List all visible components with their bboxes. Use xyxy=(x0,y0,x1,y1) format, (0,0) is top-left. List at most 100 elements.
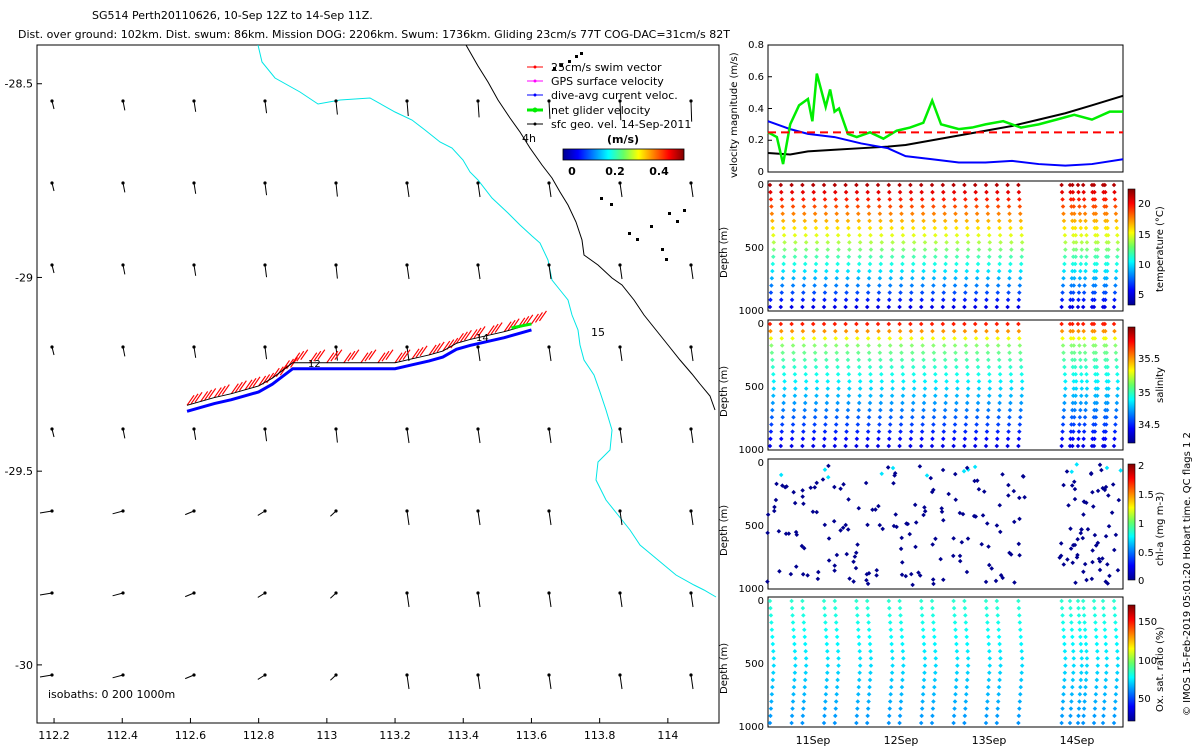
profile-point xyxy=(973,297,978,303)
profile-point xyxy=(976,386,982,391)
profile-point xyxy=(856,350,861,355)
profile-point xyxy=(1017,422,1023,427)
swim-vector xyxy=(292,352,301,364)
profile-point xyxy=(879,471,885,476)
geo-velocity-marker xyxy=(192,181,196,185)
profile-point xyxy=(996,407,1002,413)
profile-point xyxy=(780,415,785,420)
oxygen-axes-frame xyxy=(767,596,1124,728)
profile-point xyxy=(941,422,947,427)
profile-point xyxy=(1105,562,1110,567)
profile-point xyxy=(781,371,787,377)
profile-point xyxy=(887,706,893,711)
geo-velocity-vector xyxy=(39,592,53,596)
profile-point xyxy=(782,386,787,391)
profile-point xyxy=(800,328,806,334)
profile-point xyxy=(974,276,980,281)
geostrophic-vectors xyxy=(39,99,694,690)
geo-velocity-vector xyxy=(264,346,268,360)
profile-point xyxy=(1102,204,1107,209)
geo-velocity-marker xyxy=(263,673,267,677)
profile-point xyxy=(995,290,1001,295)
profile-point xyxy=(897,297,903,303)
profile-point xyxy=(801,545,807,551)
geo-velocity-vector xyxy=(193,264,197,276)
profile-point xyxy=(769,415,775,420)
profile-point xyxy=(1016,304,1021,310)
profile-point xyxy=(954,670,960,676)
profile-point xyxy=(898,290,903,295)
profile-point xyxy=(1113,415,1119,420)
geo-velocity-marker xyxy=(192,263,196,267)
profile-point xyxy=(1075,443,1081,449)
profile-point xyxy=(769,283,774,288)
geo-velocity-vector xyxy=(619,510,623,526)
annotation-12: 12 xyxy=(308,359,321,370)
profile-point xyxy=(1063,656,1068,661)
profile-point xyxy=(784,484,789,489)
profile-point xyxy=(824,261,830,267)
profile-point xyxy=(870,507,875,513)
profile-point xyxy=(931,699,936,704)
profile-point xyxy=(864,443,870,449)
profile-point xyxy=(854,328,860,334)
profile-point xyxy=(1084,670,1089,676)
profile-point xyxy=(910,268,916,274)
geo-velocity-vector xyxy=(548,346,552,362)
profile-point xyxy=(856,677,862,683)
profile-point xyxy=(984,521,990,526)
profile-point xyxy=(1000,472,1005,477)
profile-point xyxy=(866,415,872,420)
profile-point xyxy=(954,364,959,370)
profile-point xyxy=(875,304,881,310)
profile-point xyxy=(774,481,779,487)
temperature-cbar-label: temperature (°C) xyxy=(1155,206,1166,292)
island xyxy=(665,258,668,261)
profile-point xyxy=(1083,364,1089,370)
profile-point xyxy=(987,254,992,260)
profile-point xyxy=(1017,699,1023,704)
profile-point xyxy=(951,328,957,334)
profile-point xyxy=(1081,512,1086,517)
profile-point xyxy=(833,328,838,334)
profile-point xyxy=(813,407,818,413)
chla-ylabel: Depth (m) xyxy=(719,505,730,556)
profile-point xyxy=(826,463,831,469)
profile-point xyxy=(1061,407,1067,413)
profile-point xyxy=(873,507,878,512)
profile-point xyxy=(1007,357,1013,363)
profile-point xyxy=(898,283,904,288)
profile-point xyxy=(910,400,916,406)
profile-point xyxy=(770,400,776,406)
profile-point xyxy=(1101,336,1107,341)
profile-point xyxy=(888,350,893,355)
profile-point xyxy=(770,364,776,370)
profile-point xyxy=(1068,189,1073,195)
profile-point xyxy=(781,400,786,406)
profile-point xyxy=(867,634,872,640)
profile-point xyxy=(1095,648,1100,654)
profile-point xyxy=(822,336,828,341)
profile-point xyxy=(770,357,775,363)
profile-point xyxy=(1103,634,1108,640)
profile-point xyxy=(951,598,956,604)
profile-point xyxy=(929,304,935,310)
profile-point xyxy=(1060,706,1065,711)
profile-point xyxy=(1091,276,1097,281)
profile-point xyxy=(868,393,873,399)
profile-point xyxy=(879,379,885,384)
profile-point xyxy=(768,605,773,611)
geo-velocity-vector xyxy=(548,100,551,119)
profile-point xyxy=(1073,386,1079,391)
profile-point xyxy=(1069,343,1074,348)
profile-point xyxy=(790,283,796,288)
profile-point xyxy=(952,290,957,295)
profile-point xyxy=(868,379,874,384)
profile-point xyxy=(930,290,936,295)
profile-point xyxy=(832,443,838,449)
profile-point xyxy=(1081,499,1087,504)
geo-velocity-marker xyxy=(405,181,409,185)
profile-point xyxy=(984,290,990,295)
profile-point xyxy=(1081,605,1086,611)
profile-point xyxy=(835,261,840,267)
